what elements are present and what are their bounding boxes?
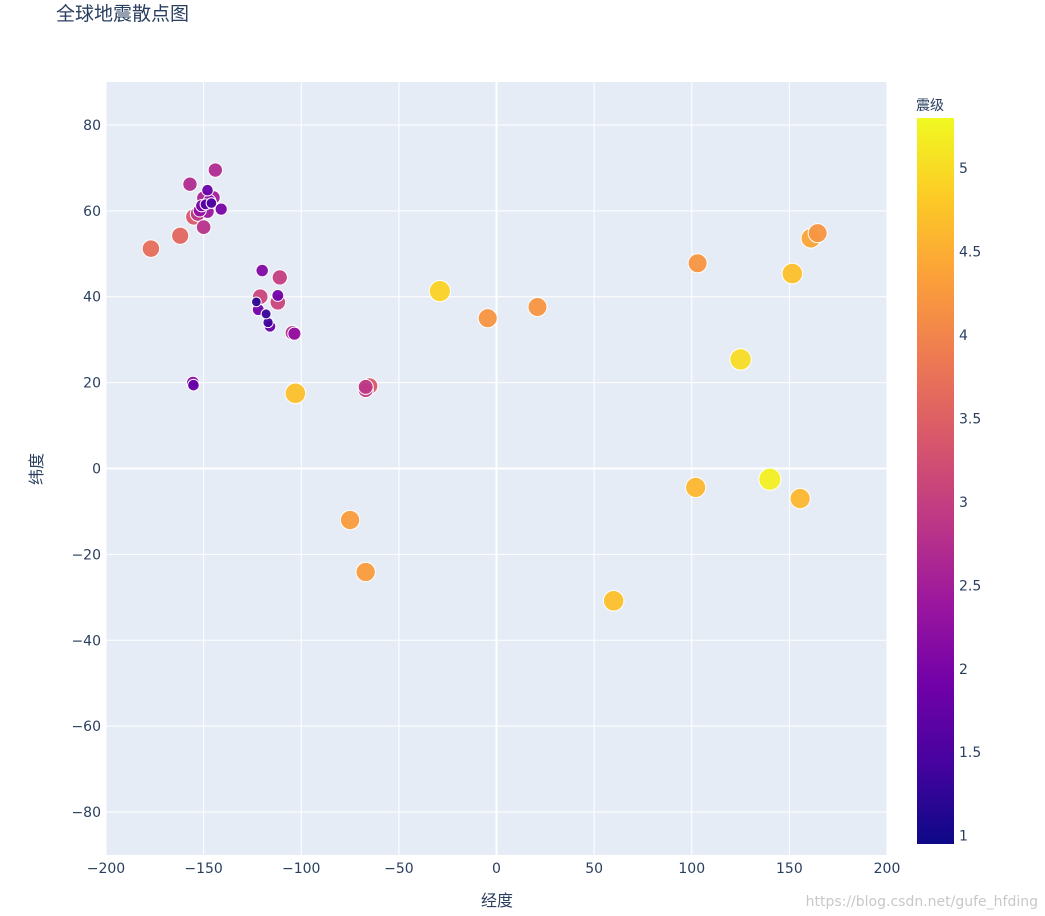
chart-title: 全球地震散点图: [56, 3, 189, 25]
colorbar-tick-label: 3.5: [959, 411, 981, 427]
y-tick-label: 80: [83, 118, 101, 134]
x-tick-label: −50: [384, 861, 414, 877]
colorbar-tick-label: 1.5: [959, 745, 981, 761]
scatter-point: [685, 476, 707, 499]
scatter-point: [729, 348, 752, 371]
colorbar-tick-label: 1: [959, 829, 968, 845]
colorbar-tick-label: 4.5: [959, 245, 981, 261]
y-tick-label: 60: [83, 204, 101, 220]
colorbar-tick-labels: 1 1.5 2 2.5 3 3.5 4 4.5 5: [959, 161, 981, 845]
scatter-point: [195, 219, 212, 235]
scatter-point: [171, 226, 190, 245]
scatter-point: [758, 467, 782, 491]
scatter-point: [271, 288, 285, 302]
x-tick-label: −100: [282, 861, 320, 877]
y-tick-labels: −80 −60 −40 −20 0 20 40 60 80: [71, 118, 101, 821]
y-tick-label: −40: [71, 633, 101, 649]
y-tick-label: 20: [83, 376, 101, 392]
y-tick-label: −80: [71, 805, 101, 821]
colorbar: [917, 118, 954, 844]
colorbar-tick-label: 3: [959, 495, 968, 511]
scatter-point: [207, 162, 224, 178]
colorbar-tick-label: 4: [959, 328, 968, 344]
scatter-point: [182, 176, 198, 192]
scatter-point: [687, 253, 708, 274]
scatter-point: [428, 280, 451, 303]
scatter-point: [205, 197, 218, 209]
scatter-point: [255, 263, 269, 278]
x-tick-label: 200: [874, 861, 901, 877]
scatter-point: [214, 202, 228, 216]
scatter-point: [187, 378, 200, 392]
x-tick-label: −200: [87, 861, 125, 877]
scatter-point: [789, 487, 811, 510]
scatter-point: [284, 382, 307, 405]
scatter-point: [201, 183, 214, 197]
x-tick-label: 150: [776, 861, 803, 877]
scatter-point: [271, 269, 288, 286]
data-points: [141, 162, 828, 612]
scatter-point: [141, 239, 161, 258]
scatter-point: [355, 561, 376, 583]
scatter-point: [287, 326, 302, 341]
x-axis-title: 经度: [481, 891, 513, 910]
y-axis-title: 纬度: [27, 453, 46, 485]
colorbar-title: 震级: [916, 98, 944, 114]
scatter-point: [250, 296, 262, 308]
scatter-point: [260, 308, 272, 320]
x-tick-label: 0: [492, 861, 501, 877]
scatter-point: [357, 378, 374, 395]
y-tick-label: 40: [83, 290, 101, 306]
y-tick-label: 0: [92, 462, 101, 478]
y-tick-label: −60: [71, 719, 101, 735]
scatter-point: [602, 589, 625, 612]
scatter-point: [477, 308, 498, 329]
y-tick-label: −20: [71, 547, 101, 563]
colorbar-tick-label: 2: [959, 662, 968, 678]
scatter-point: [527, 297, 548, 318]
x-tick-label: 50: [585, 861, 603, 877]
scatter-point: [781, 262, 804, 285]
colorbar-tick-label: 5: [959, 161, 968, 177]
scatter-point: [807, 223, 828, 244]
watermark: https://blog.csdn.net/gufe_hfding: [806, 894, 1038, 910]
x-tick-label: −150: [184, 861, 222, 877]
gridlines: [105, 82, 888, 855]
x-tick-labels: −200 −150 −100 −50 0 50 100 150 200: [87, 861, 901, 877]
colorbar-tick-label: 2.5: [959, 578, 981, 594]
scatter-point: [339, 509, 361, 531]
x-tick-label: 100: [678, 861, 705, 877]
